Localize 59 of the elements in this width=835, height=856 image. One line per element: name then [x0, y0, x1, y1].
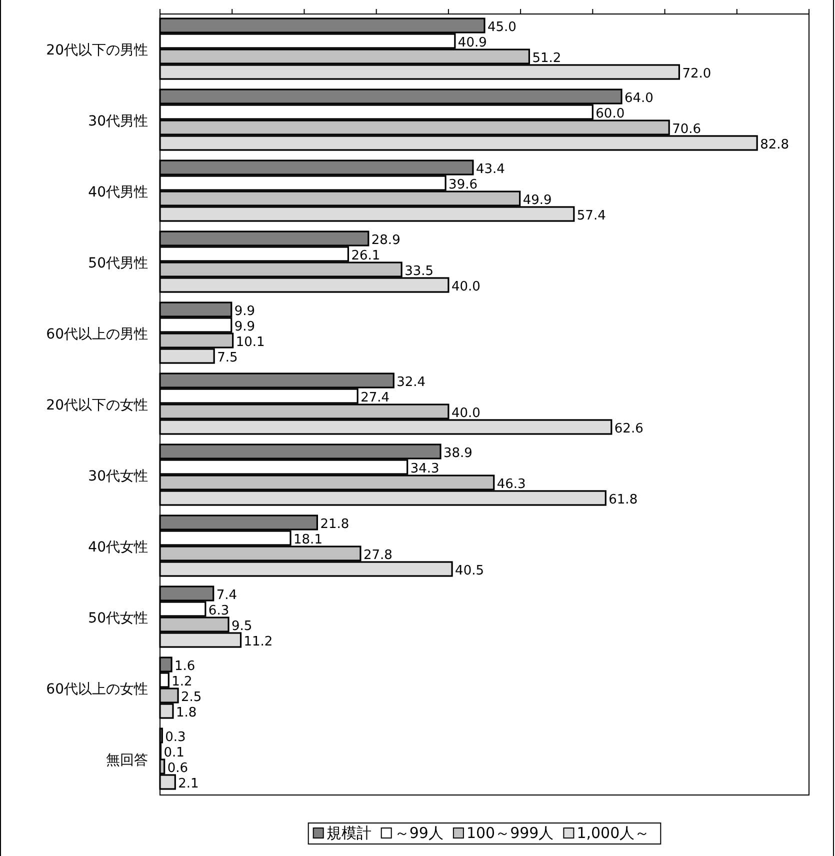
y-tick-label: 無回答: [106, 752, 148, 768]
data-label: 1.2: [172, 674, 192, 690]
data-label: 7.4: [216, 588, 238, 603]
y-tick-label: 50代女性: [88, 610, 148, 626]
y-tick-label: 60代以上の女性: [46, 682, 148, 698]
legend-label: 1,000人～: [576, 824, 650, 842]
data-label: 40.9: [458, 36, 487, 50]
y-tick-label: 40代女性: [88, 540, 148, 556]
data-label: 46.3: [496, 477, 526, 492]
data-label: 1.8: [176, 706, 197, 720]
data-label: 45.0: [488, 20, 516, 35]
data-label: 0.3: [165, 730, 186, 745]
y-tick-label: 50代男性: [88, 256, 148, 272]
data-label: 33.5: [404, 264, 434, 279]
data-label: 32.4: [396, 375, 426, 390]
data-label: 49.9: [522, 193, 552, 208]
data-label: 39.6: [448, 178, 478, 192]
data-label: 40.5: [455, 564, 484, 578]
data-label: 9.9: [234, 320, 256, 334]
data-label: 34.3: [410, 462, 440, 476]
data-label: 28.9: [371, 233, 400, 248]
data-label: 9.9: [234, 304, 256, 319]
data-label: 2.5: [181, 690, 202, 705]
data-label: 40.0: [451, 280, 480, 294]
data-label: 60.0: [596, 106, 625, 122]
data-label: 27.4: [360, 390, 390, 406]
data-label: 43.4: [476, 162, 505, 177]
data-label: 51.2: [532, 51, 562, 66]
data-label: 61.8: [608, 492, 638, 508]
data-label: 11.2: [244, 634, 273, 650]
y-tick-label: 30代男性: [88, 114, 148, 130]
data-label: 7.5: [217, 350, 238, 366]
data-label: 72.0: [682, 66, 712, 82]
y-tick-label: 60代以上の男性: [46, 326, 148, 342]
data-label: 64.0: [624, 91, 654, 106]
legend-label: 規模計: [326, 824, 372, 842]
data-label: 6.3: [208, 604, 230, 618]
data-label: 9.5: [232, 619, 252, 634]
data-label: 1.6: [174, 659, 196, 674]
legend-label: 100～999人: [466, 824, 554, 842]
data-label: 26.1: [351, 248, 380, 264]
data-label: 57.4: [576, 208, 606, 224]
data-label: 0.1: [164, 746, 184, 760]
y-tick-label: 20代以下の女性: [46, 398, 148, 414]
y-tick-label: 20代以下の男性: [46, 42, 148, 58]
data-label: 70.6: [672, 122, 702, 137]
data-label: 62.6: [614, 422, 644, 436]
data-label: 2.1: [178, 776, 199, 792]
y-tick-label: 40代男性: [88, 184, 148, 200]
data-label: 21.8: [320, 517, 350, 532]
data-label: 18.1: [294, 532, 322, 548]
data-label: 40.0: [451, 406, 480, 421]
data-label: 0.6: [167, 761, 188, 776]
y-tick-label: 30代女性: [88, 468, 148, 484]
data-label: 27.8: [363, 548, 392, 563]
data-label: 82.8: [760, 138, 790, 152]
data-label: 38.9: [444, 446, 472, 461]
legend-label: ～99人: [394, 824, 444, 842]
data-label: 10.1: [236, 335, 265, 350]
